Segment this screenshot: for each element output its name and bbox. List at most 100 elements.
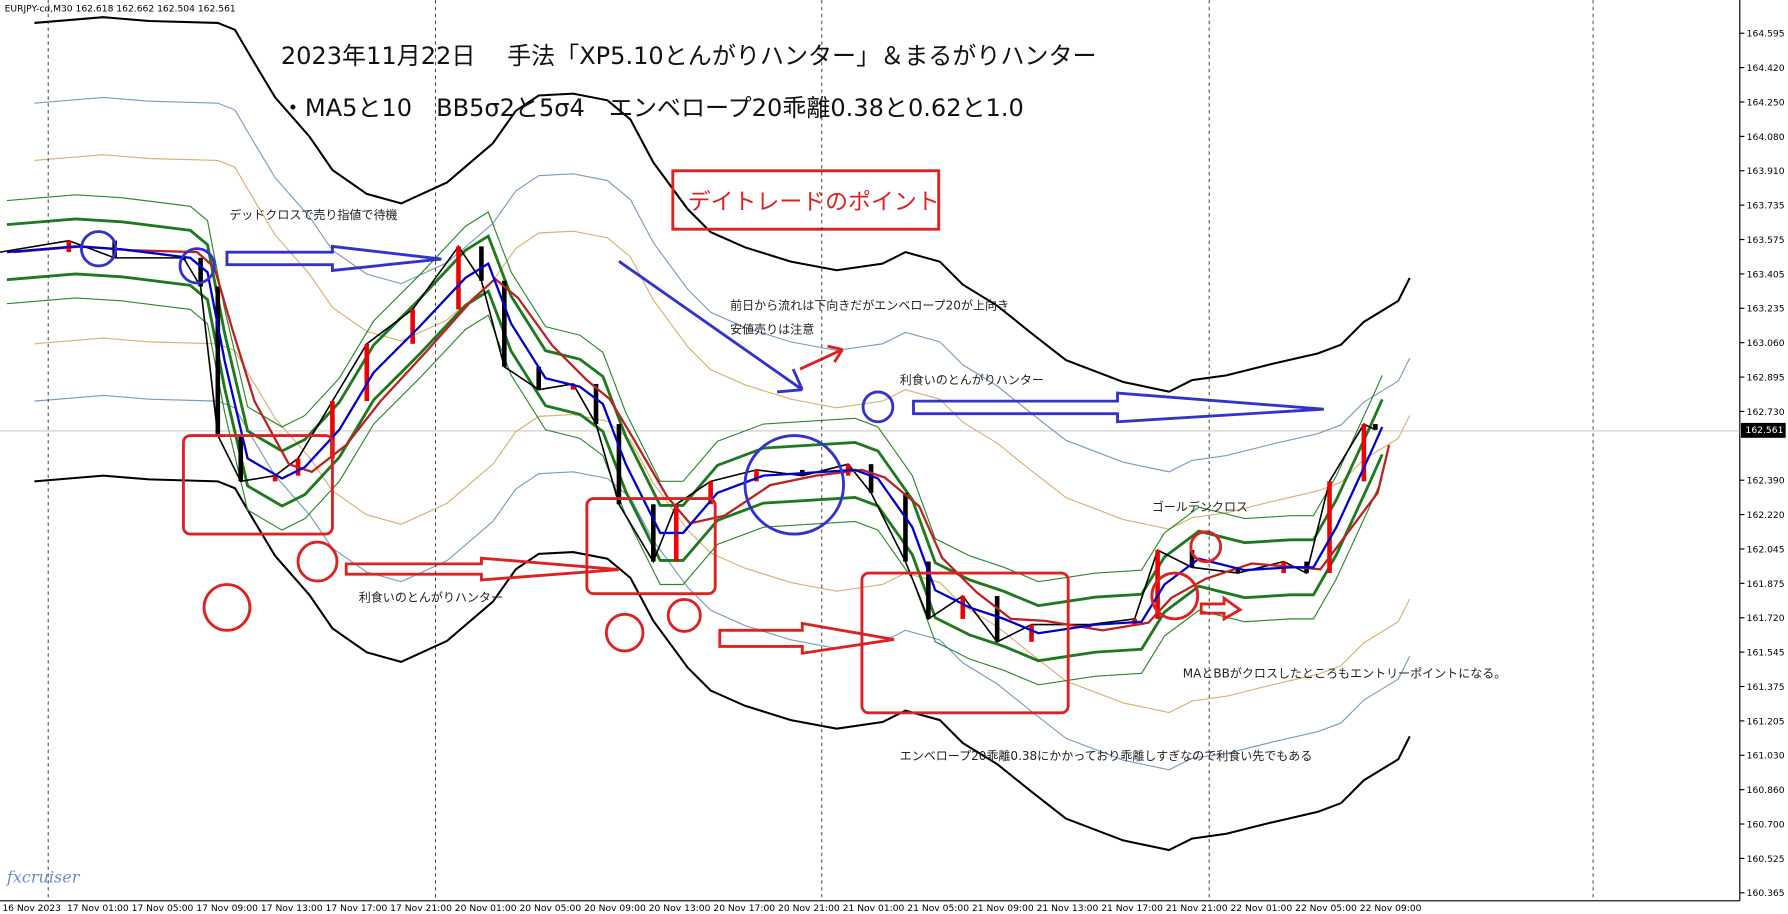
price-label: 162.390 <box>1747 476 1785 487</box>
highlight-frame <box>671 169 941 231</box>
candle <box>536 366 542 390</box>
bb-outer <box>6 194 1383 583</box>
time-label: 22 Nov 09:00 <box>1360 903 1422 914</box>
ma5 <box>6 245 1384 635</box>
candle <box>479 246 484 281</box>
time-label: 17 Nov 01:00 <box>67 903 129 914</box>
time-label: 21 Nov 01:00 <box>843 903 905 914</box>
current-price: 162.561 <box>1746 425 1784 436</box>
annotation: 利食いのとんがりハンター <box>359 590 503 605</box>
price-label: 161.030 <box>1747 751 1785 762</box>
annotation: MAとBBがクロスしたところもエントリーポイントになる。 <box>1183 665 1506 680</box>
envelope <box>34 474 1411 852</box>
arrow <box>718 621 895 655</box>
envelope <box>34 394 1411 771</box>
candle <box>708 481 713 505</box>
candle <box>1361 424 1367 482</box>
price-label: 163.405 <box>1747 269 1785 280</box>
circle <box>1150 571 1200 621</box>
candle <box>1235 567 1241 574</box>
time-label: 17 Nov 09:00 <box>196 903 258 914</box>
candle <box>238 435 244 482</box>
annotation: 安値売りは注意 <box>730 322 814 337</box>
bb-inner <box>6 272 1384 663</box>
price-label: 161.205 <box>1747 716 1785 727</box>
time-label: 21 Nov 09:00 <box>972 903 1034 914</box>
candle <box>754 469 759 482</box>
candle <box>651 504 656 562</box>
time-label: 20 Nov 05:00 <box>519 903 581 914</box>
price-label: 163.735 <box>1747 201 1785 212</box>
time-label: 17 Nov 21:00 <box>390 903 452 914</box>
time-label: 16 Nov 2023 <box>2 903 61 914</box>
price-label: 162.220 <box>1747 510 1785 521</box>
annotations-shapes <box>79 169 1324 715</box>
box <box>585 497 717 596</box>
candle <box>456 246 461 310</box>
candle <box>570 383 576 390</box>
arrow <box>344 556 620 582</box>
price-label: 164.420 <box>1747 63 1785 74</box>
candle <box>1029 624 1034 642</box>
price-label: 160.860 <box>1747 785 1785 796</box>
envelope <box>34 96 1411 473</box>
annotation: 利食いのとんがりハンター <box>900 372 1044 387</box>
price-label: 160.525 <box>1747 854 1785 865</box>
candle <box>198 257 203 287</box>
candle <box>181 257 186 261</box>
price-label: 162.730 <box>1747 407 1785 418</box>
price-label: 160.365 <box>1747 888 1785 899</box>
title-line: ・MA5と10 BB5σ2と5σ4 エンベロープ20乖離0.38と0.62と1.… <box>281 94 1024 122</box>
circle <box>296 540 339 583</box>
circle <box>178 247 216 285</box>
time-label: 22 Nov 05:00 <box>1295 903 1357 914</box>
circle <box>666 597 702 633</box>
time-label: 20 Nov 09:00 <box>584 903 646 914</box>
price-label: 163.910 <box>1747 166 1785 177</box>
time-label: 17 Nov 17:00 <box>326 903 388 914</box>
circle <box>1189 530 1223 564</box>
candle <box>926 561 931 619</box>
circle <box>861 390 895 424</box>
price-label: 161.875 <box>1747 579 1785 590</box>
price-label: 164.080 <box>1747 132 1785 143</box>
price-label: 161.545 <box>1747 648 1785 659</box>
time-label: 21 Nov 21:00 <box>1166 903 1228 914</box>
price-label: 162.895 <box>1747 372 1785 383</box>
price-label: 163.060 <box>1747 338 1785 349</box>
arrow <box>799 344 844 371</box>
circle <box>79 230 118 268</box>
bb-inner <box>6 217 1384 608</box>
candle <box>1327 481 1332 574</box>
envelope <box>34 16 1411 393</box>
time-label: 17 Nov 05:00 <box>132 903 194 914</box>
price-label: 163.575 <box>1747 235 1785 246</box>
annotation: エンベロープ20乖離0.38にかかっており乖離しすぎなので利食い先でもある <box>900 748 1313 763</box>
annotation: 前日から流れは下向きだがエンベロープ20が上向き <box>730 297 1009 312</box>
annotation: ゴールデンクロス <box>1152 499 1248 514</box>
candle <box>1373 424 1378 430</box>
candle <box>330 401 335 459</box>
price-label: 163.235 <box>1747 304 1785 315</box>
candle <box>903 492 908 562</box>
annotation: デッドクロスで売り指値で待機 <box>229 207 397 222</box>
time-label: 20 Nov 17:00 <box>713 903 775 914</box>
time-label: 20 Nov 13:00 <box>649 903 711 914</box>
candle <box>272 475 278 482</box>
price-label: 161.375 <box>1747 682 1785 693</box>
box <box>181 434 334 536</box>
candle <box>616 424 622 505</box>
time-label: 20 Nov 21:00 <box>778 903 840 914</box>
price-label: 160.700 <box>1747 819 1785 830</box>
price-label: 162.045 <box>1747 544 1785 555</box>
arrow <box>1199 595 1243 622</box>
bb-outer <box>6 297 1383 686</box>
symbol-info: EURJPY-cd,M30 162.618 162.662 162.504 16… <box>5 3 236 14</box>
candle <box>994 595 1000 642</box>
title-line: 2023年11月22日 手法「XP5.10とんがりハンター」＆まるがりハンター <box>281 42 1097 70</box>
time-label: 21 Nov 05:00 <box>907 903 969 914</box>
candle <box>502 280 507 367</box>
highlight-label: デイトレードのポイント <box>688 190 940 216</box>
